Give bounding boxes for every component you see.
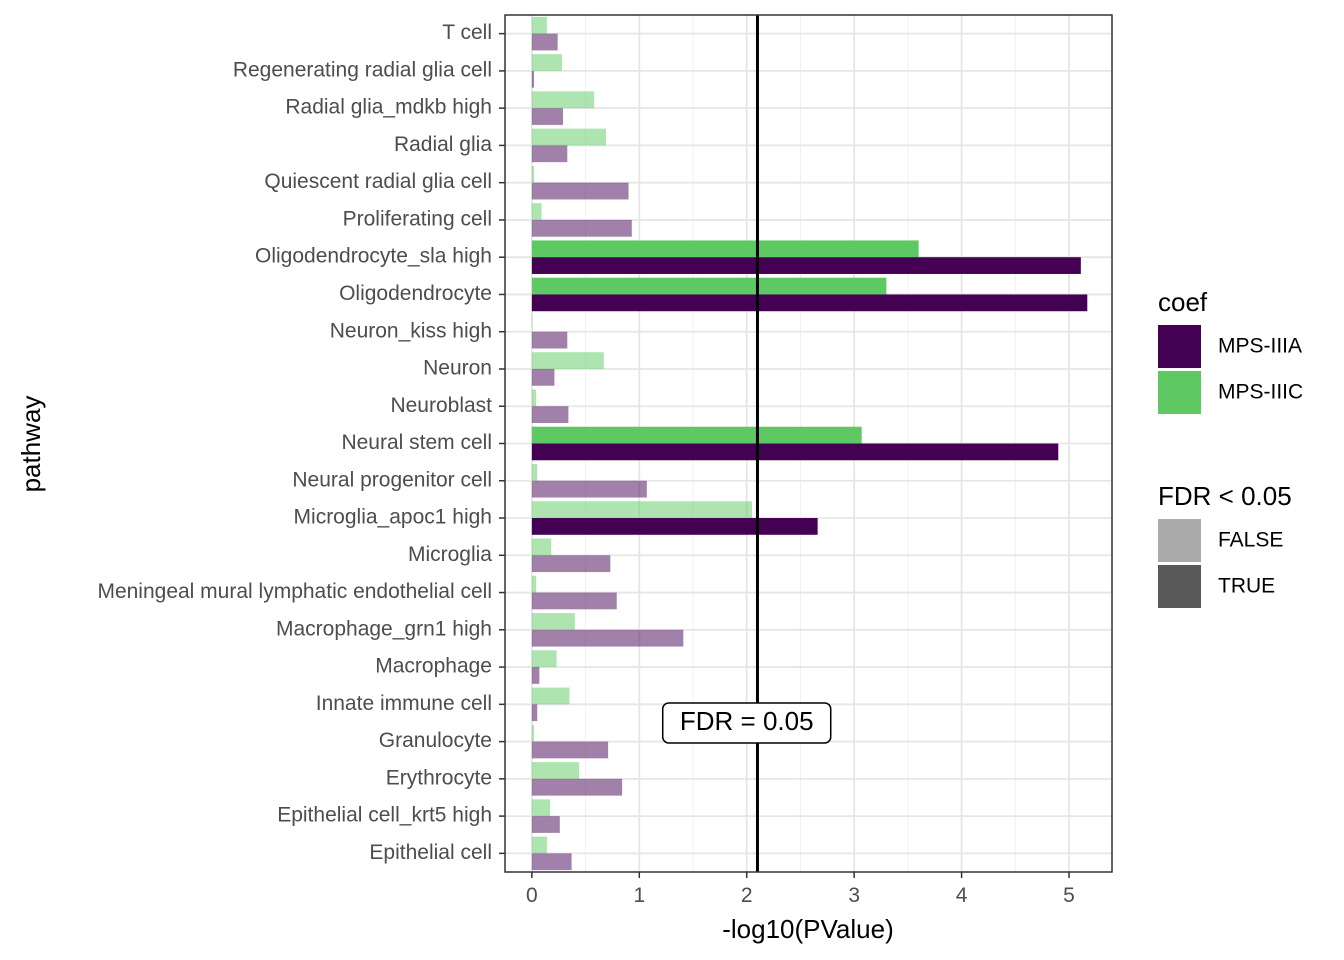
legend-key — [1158, 325, 1201, 368]
bar-mps-iiia — [531, 108, 564, 125]
bar-mps-iiic — [531, 277, 887, 295]
y-tick-label: T cell — [442, 21, 492, 44]
legend-key — [1158, 371, 1201, 414]
x-tick-label: 5 — [1063, 884, 1075, 907]
x-axis: 0 1 2 3 4 5 — [526, 872, 1075, 907]
y-tick-label: Regenerating radial glia cell — [233, 58, 492, 81]
bar-mps-iiia — [531, 145, 568, 163]
y-tick-label: Erythrocyte — [386, 766, 492, 789]
y-tick-label: Granulocyte — [379, 729, 492, 752]
x-tick-label: 0 — [526, 884, 538, 907]
bar-mps-iiia — [531, 257, 1081, 274]
bar-mps-iiic — [531, 724, 535, 742]
bar-mps-iiic — [531, 799, 551, 817]
bar-mps-iiia — [531, 294, 1088, 312]
bar-mps-iiic — [531, 128, 606, 146]
bar-mps-iiic — [531, 54, 562, 71]
bar-mps-iiic — [531, 836, 547, 854]
legend-key — [1158, 565, 1201, 608]
legend-title: FDR < 0.05 — [1158, 481, 1292, 511]
legend-label: TRUE — [1218, 575, 1275, 598]
bar-mps-iiia — [531, 816, 560, 833]
bar-mps-iiia — [531, 629, 684, 647]
bar-mps-iiic — [531, 389, 537, 407]
y-tick-label: Neural progenitor cell — [292, 468, 492, 491]
bar-mps-iiia — [531, 555, 611, 573]
legend-label: FALSE — [1218, 529, 1283, 552]
bar-mps-iiia — [531, 778, 623, 796]
bars — [531, 16, 1088, 871]
bar-mps-iiic — [531, 352, 604, 369]
y-tick-label: Oligodendrocyte — [339, 282, 492, 305]
bar-mps-iiia — [531, 70, 535, 88]
y-tick-label: Meningeal mural lymphatic endothelial ce… — [97, 580, 492, 603]
bar-mps-iiia — [531, 704, 538, 722]
y-tick-label: Neuroblast — [390, 394, 492, 417]
bar-mps-iiia — [531, 368, 555, 386]
y-tick-label: Quiescent radial glia cell — [264, 170, 492, 193]
bar-mps-iiic — [531, 165, 535, 183]
legend-key — [1158, 519, 1201, 562]
legend-title: coef — [1158, 287, 1208, 317]
bar-mps-iiic — [531, 613, 575, 630]
bar-mps-iiia — [531, 741, 609, 759]
y-tick-label: Neural stem cell — [341, 431, 492, 454]
x-tick-label: 4 — [956, 884, 968, 907]
y-tick-label: Macrophage — [375, 655, 492, 678]
bar-mps-iiia — [531, 592, 617, 610]
bar-mps-iiia — [531, 406, 569, 424]
x-tick-label: 1 — [633, 884, 645, 907]
bar-mps-iiic — [531, 16, 547, 34]
bar-mps-iiic — [531, 575, 537, 593]
bar-mps-iiic — [531, 426, 862, 444]
y-tick-label: Macrophage_grn1 high — [276, 617, 492, 640]
bar-mps-iiia — [531, 480, 647, 498]
bar-mps-iiia — [531, 518, 818, 535]
bar-mps-iiic — [531, 762, 580, 779]
y-tick-label: Innate immune cell — [316, 692, 492, 715]
bar-mps-iiic — [531, 314, 533, 332]
bar-mps-iiia — [531, 443, 1059, 461]
bar-mps-iiic — [531, 501, 753, 519]
bar-mps-iiia — [531, 33, 558, 51]
bar-mps-iiia — [531, 182, 629, 200]
bar-mps-iiia — [531, 219, 632, 237]
bar-mps-iiic — [531, 463, 538, 481]
bar-mps-iiia — [531, 667, 540, 684]
bar-mps-iiic — [531, 687, 570, 705]
legend-label: MPS-IIIC — [1218, 381, 1303, 404]
bar-mps-iiic — [531, 91, 595, 109]
x-tick-label: 2 — [741, 884, 753, 907]
y-tick-label: Neuron — [423, 357, 492, 380]
y-tick-label: Proliferating cell — [343, 207, 492, 230]
y-axis: T cell Regenerating radial glia cell Radia… — [97, 21, 505, 864]
legend-label: MPS-IIIA — [1218, 335, 1302, 358]
bar-mps-iiic — [531, 203, 542, 220]
y-tick-label: Radial glia_mdkb high — [285, 96, 492, 119]
y-axis-title: pathway — [16, 396, 46, 493]
legends: coef MPS-IIIA MPS-IIIC FDR < 0.05 FALSE TRUE — [1158, 287, 1303, 608]
y-tick-label: Microglia_apoc1 high — [294, 506, 492, 529]
y-tick-label: Epithelial cell_krt5 high — [277, 804, 492, 827]
fdr-annotation-box — [661, 702, 832, 744]
bar-mps-iiia — [531, 853, 572, 871]
fdr-annotation: FDR = 0.05 — [661, 702, 832, 744]
fdr-annotation-label: FDR = 0.05 — [680, 706, 814, 736]
y-tick-label: Epithelial cell — [369, 841, 492, 864]
y-tick-label: Microglia — [408, 543, 492, 566]
x-axis-title: -log10(PValue) — [722, 914, 894, 944]
bar-mps-iiia — [531, 331, 568, 349]
bar-mps-iiic — [531, 240, 919, 258]
y-tick-label: Radial glia — [394, 133, 492, 156]
x-tick-label: 3 — [848, 884, 860, 907]
bar-mps-iiic — [531, 650, 557, 668]
bar-mps-iiic — [531, 538, 552, 556]
y-tick-label: Oligodendrocyte_sla high — [255, 245, 492, 268]
y-tick-label: Neuron_kiss high — [330, 319, 492, 342]
